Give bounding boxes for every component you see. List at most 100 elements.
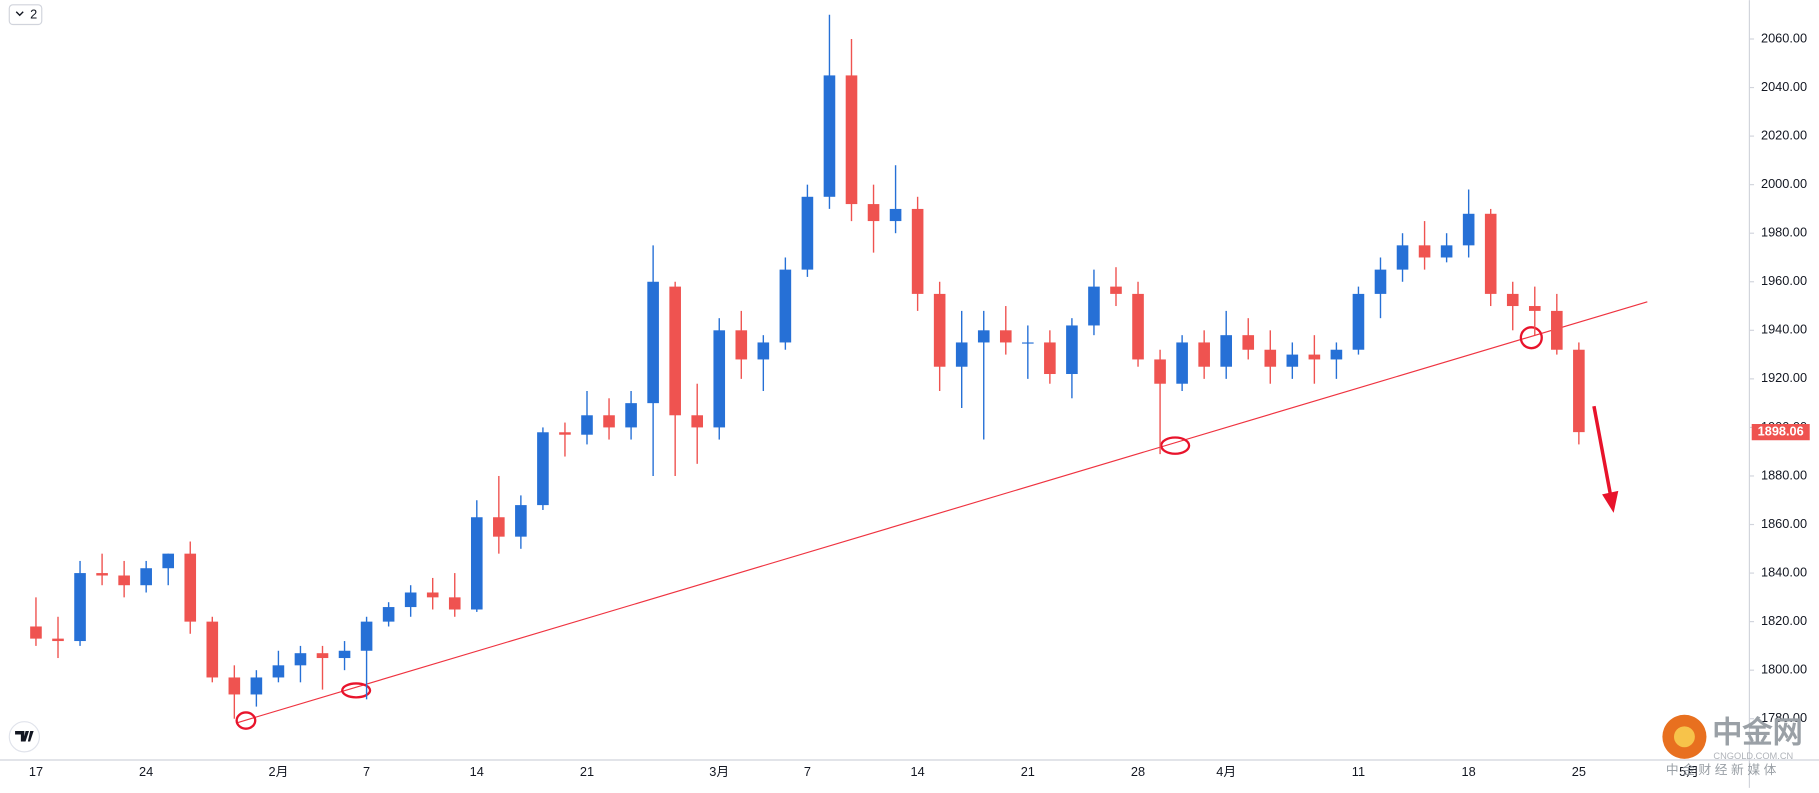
- toggle-count: 2: [30, 7, 37, 22]
- y-tick-label: 1880.00: [1761, 467, 1807, 482]
- watermark-slogan: 中 金 财 经 新 媒 体: [1666, 762, 1777, 777]
- candle-body: [426, 592, 439, 598]
- candle-body: [448, 597, 461, 610]
- candle-body: [382, 607, 395, 622]
- candle-body: [1044, 342, 1056, 375]
- candle-body: [845, 75, 858, 205]
- x-tick-label: 7: [363, 764, 370, 779]
- candle-body: [96, 573, 108, 576]
- x-tick-label: 21: [1021, 764, 1035, 779]
- watermark: 中金网 CNGOLD.COM.CN 中 金 财 经 新 媒 体: [1662, 714, 1803, 777]
- candle-body: [1022, 342, 1034, 344]
- candle-body: [603, 415, 615, 428]
- candle-body: [1132, 293, 1144, 360]
- x-tick-label: 5月: [1679, 764, 1699, 779]
- candle-body: [581, 415, 593, 435]
- x-tick-label: 24: [139, 764, 153, 779]
- marker-circle: [235, 711, 257, 730]
- toolbar-toggle[interactable]: 2: [8, 4, 43, 26]
- candle-body: [1528, 306, 1541, 311]
- y-tick-label: 1800.00: [1761, 662, 1807, 677]
- watermark-logo-inner: [1673, 726, 1695, 748]
- x-tick-label: 17: [29, 764, 43, 779]
- y-tick-label: 1980.00: [1761, 225, 1807, 240]
- candle-body: [1110, 286, 1122, 294]
- candle-body: [889, 208, 902, 222]
- candle-body: [404, 592, 417, 608]
- candle-body: [1088, 286, 1100, 326]
- candle-body: [228, 677, 241, 695]
- x-tick-label: 18: [1462, 764, 1476, 779]
- candle-body: [1418, 245, 1431, 258]
- candle-body: [1308, 354, 1321, 360]
- candle-body: [735, 330, 748, 360]
- x-tick-label: 11: [1352, 764, 1365, 779]
- candle-body: [140, 568, 152, 586]
- candle-body: [933, 293, 946, 367]
- candle-body: [1440, 245, 1453, 258]
- toggle-box[interactable]: [8, 4, 43, 26]
- candle-body: [1242, 335, 1255, 350]
- x-tick-label: 3月: [709, 764, 729, 779]
- candle-body: [272, 665, 285, 678]
- candle-body: [338, 650, 351, 659]
- logo-mark: [15, 731, 34, 742]
- candle-body: [1198, 342, 1210, 367]
- candle-body: [823, 75, 836, 197]
- arrow-shaft: [1592, 405, 1612, 494]
- candle-body: [669, 286, 681, 416]
- y-tick-label: 1920.00: [1761, 370, 1807, 385]
- candle-body: [1551, 310, 1563, 350]
- candle-body: [1066, 325, 1078, 375]
- candle-body: [647, 281, 659, 404]
- candle-body: [691, 415, 704, 428]
- marker-circle: [341, 682, 372, 699]
- watermark-site: CNGOLD.COM.CN: [1713, 751, 1793, 761]
- x-tick-label: 7: [804, 764, 811, 779]
- candle-body: [184, 553, 197, 622]
- candle-body: [1330, 349, 1343, 360]
- candle-body: [1220, 335, 1233, 367]
- y-tick-label: 2000.00: [1761, 176, 1807, 191]
- candle-body: [625, 403, 637, 428]
- marker-circle: [1160, 436, 1191, 455]
- y-tick-label: 2060.00: [1761, 30, 1807, 45]
- candle-body: [977, 330, 990, 343]
- watermark-name: 中金网: [1712, 714, 1802, 749]
- last-price-label: 1898.06: [1758, 424, 1804, 439]
- candle-body: [1484, 213, 1497, 294]
- candle-body: [118, 575, 130, 586]
- candle-body: [713, 330, 726, 428]
- candle-body: [493, 517, 505, 537]
- candle-body: [1396, 245, 1409, 270]
- y-tick-label: 1940.00: [1761, 322, 1807, 337]
- candle-body: [867, 204, 880, 222]
- candle-body: [999, 330, 1012, 343]
- x-tick-label: 21: [580, 764, 594, 779]
- candle-body: [955, 342, 968, 367]
- y-tick-label: 1780.00: [1761, 710, 1807, 725]
- candle-body: [1374, 269, 1387, 294]
- candle-body: [74, 573, 86, 642]
- candle-body: [52, 638, 64, 642]
- marker-circle: [1519, 326, 1543, 350]
- candle-body: [1352, 293, 1365, 350]
- candle-body: [537, 432, 549, 506]
- x-tick-label: 25: [1572, 764, 1586, 779]
- x-tick-label: 2月: [268, 764, 288, 779]
- y-tick-label: 1960.00: [1761, 273, 1807, 288]
- candle-body: [162, 553, 175, 569]
- candle-body: [1286, 354, 1299, 367]
- candle-body: [757, 342, 770, 360]
- candle-body: [206, 621, 219, 678]
- candle-body: [911, 208, 924, 294]
- y-tick-label: 1820.00: [1761, 613, 1807, 628]
- tv-logo[interactable]: [8, 721, 41, 753]
- candle-body: [1573, 349, 1585, 433]
- candle-body: [1506, 293, 1519, 307]
- x-tick-label: 14: [470, 764, 484, 779]
- y-tick-label: 1840.00: [1761, 564, 1807, 579]
- y-tick-label: 2020.00: [1761, 127, 1807, 142]
- candle-body: [360, 621, 373, 651]
